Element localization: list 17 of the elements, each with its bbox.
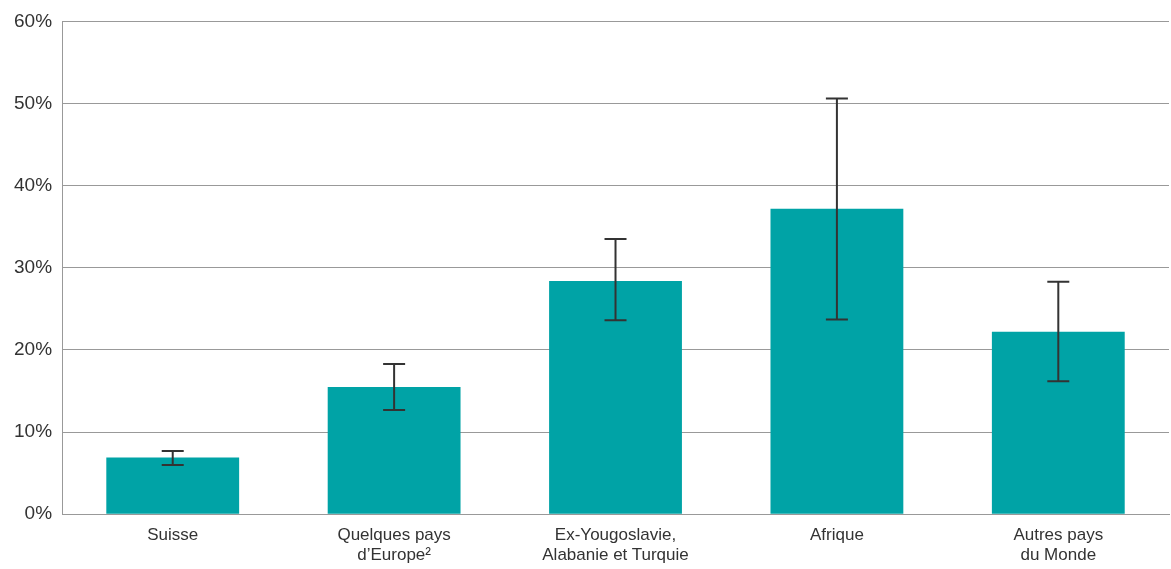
y-tick-label: 10% — [14, 420, 53, 442]
y-tick-label: 20% — [14, 338, 53, 360]
bar — [327, 386, 461, 514]
x-tick-label: Autres pays du Monde — [1013, 525, 1104, 565]
x-tick-label: Afrique — [809, 525, 864, 545]
bar — [770, 208, 904, 514]
y-tick-label: 30% — [14, 256, 53, 278]
x-tick-label: Suisse — [147, 525, 199, 545]
bar — [549, 280, 682, 514]
bar — [991, 331, 1125, 514]
y-tick-label: 60% — [14, 9, 53, 31]
y-tick-label: 50% — [14, 91, 53, 113]
y-tick-label: 40% — [14, 173, 53, 195]
x-tick-label: Quelques pays d’Europe² — [337, 525, 451, 565]
y-tick-label: 0% — [24, 502, 53, 524]
x-tick-label: Ex-Yougoslavie, Alabanie et Turquie — [542, 525, 689, 565]
bar — [106, 457, 240, 514]
